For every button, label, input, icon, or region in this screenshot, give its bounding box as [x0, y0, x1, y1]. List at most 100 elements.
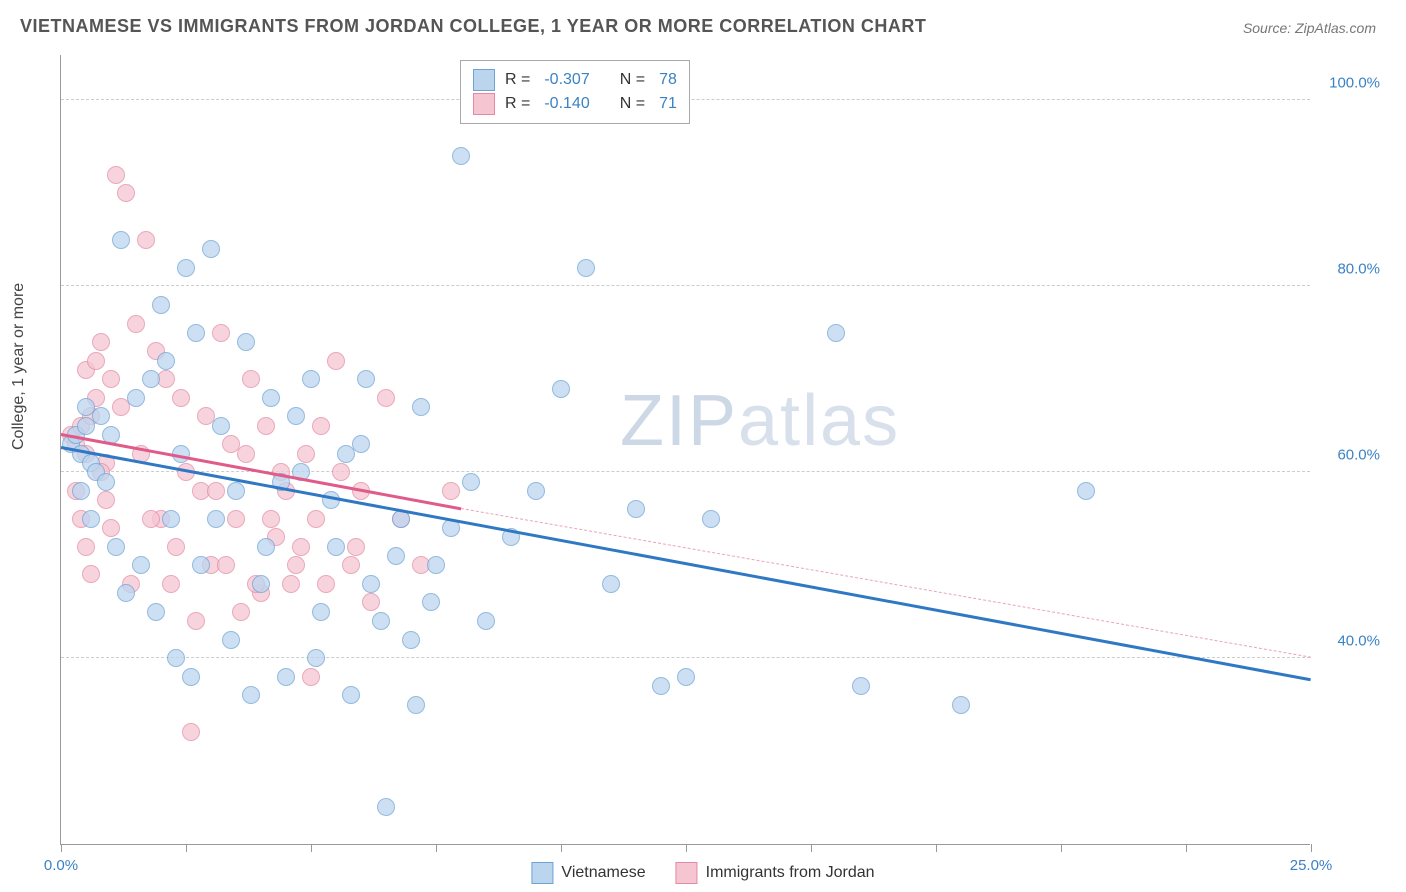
x-tick	[436, 844, 437, 852]
data-point	[132, 556, 150, 574]
trend-line	[461, 508, 1311, 658]
data-point	[302, 370, 320, 388]
data-point	[317, 575, 335, 593]
trend-line	[61, 446, 1312, 681]
correlation-legend: R = -0.307 N = 78 R = -0.140 N = 71	[460, 60, 690, 124]
data-point	[282, 575, 300, 593]
data-point	[827, 324, 845, 342]
data-point	[97, 473, 115, 491]
data-point	[117, 584, 135, 602]
data-point	[297, 445, 315, 463]
data-point	[577, 259, 595, 277]
x-tick	[186, 844, 187, 852]
data-point	[92, 333, 110, 351]
y-tick-label: 80.0%	[1337, 261, 1380, 278]
legend-label-jordan: Immigrants from Jordan	[706, 864, 875, 882]
swatch-jordan	[676, 862, 698, 884]
data-point	[222, 631, 240, 649]
y-tick-label: 60.0%	[1337, 447, 1380, 464]
y-tick-label: 100.0%	[1329, 75, 1380, 92]
data-point	[442, 482, 460, 500]
data-point	[147, 603, 165, 621]
y-axis-label: College, 1 year or more	[10, 283, 28, 450]
data-point	[82, 510, 100, 528]
data-point	[217, 556, 235, 574]
data-point	[182, 668, 200, 686]
swatch-vietnamese	[531, 862, 553, 884]
data-point	[187, 324, 205, 342]
data-point	[172, 389, 190, 407]
legend-row-vietnamese: R = -0.307 N = 78	[473, 69, 677, 91]
data-point	[627, 500, 645, 518]
data-point	[312, 603, 330, 621]
data-point	[237, 333, 255, 351]
data-point	[277, 668, 295, 686]
data-point	[302, 668, 320, 686]
r-label: R =	[505, 71, 530, 89]
data-point	[362, 575, 380, 593]
data-point	[202, 240, 220, 258]
data-point	[287, 556, 305, 574]
data-point	[137, 231, 155, 249]
data-point	[257, 417, 275, 435]
data-point	[402, 631, 420, 649]
data-point	[452, 147, 470, 165]
chart-title: VIETNAMESE VS IMMIGRANTS FROM JORDAN COL…	[20, 16, 926, 37]
data-point	[107, 166, 125, 184]
x-tick	[1186, 844, 1187, 852]
data-point	[187, 612, 205, 630]
data-point	[97, 491, 115, 509]
x-tick	[1061, 844, 1062, 852]
legend-item-vietnamese: Vietnamese	[531, 862, 645, 884]
data-point	[72, 482, 90, 500]
data-point	[262, 389, 280, 407]
data-point	[552, 380, 570, 398]
data-point	[702, 510, 720, 528]
x-tick	[311, 844, 312, 852]
data-point	[342, 686, 360, 704]
r-value-vietnamese: -0.307	[544, 71, 589, 89]
data-point	[77, 538, 95, 556]
data-point	[167, 649, 185, 667]
x-tick	[936, 844, 937, 852]
r-label: R =	[505, 95, 530, 113]
data-point	[127, 389, 145, 407]
data-point	[242, 370, 260, 388]
data-point	[347, 538, 365, 556]
data-point	[162, 510, 180, 528]
data-point	[257, 538, 275, 556]
data-point	[422, 593, 440, 611]
data-point	[462, 473, 480, 491]
data-point	[332, 463, 350, 481]
data-point	[1077, 482, 1095, 500]
gridline	[61, 471, 1310, 472]
data-point	[677, 668, 695, 686]
data-point	[342, 556, 360, 574]
data-point	[177, 259, 195, 277]
swatch-vietnamese	[473, 69, 495, 91]
data-point	[287, 407, 305, 425]
data-point	[82, 565, 100, 583]
data-point	[262, 510, 280, 528]
data-point	[952, 696, 970, 714]
data-point	[337, 445, 355, 463]
data-point	[102, 370, 120, 388]
data-point	[477, 612, 495, 630]
data-point	[242, 686, 260, 704]
data-point	[127, 315, 145, 333]
r-value-jordan: -0.140	[544, 95, 589, 113]
n-value-vietnamese: 78	[659, 71, 677, 89]
source-label: Source: ZipAtlas.com	[1243, 20, 1376, 36]
n-value-jordan: 71	[659, 95, 677, 113]
data-point	[142, 370, 160, 388]
data-point	[602, 575, 620, 593]
data-point	[852, 677, 870, 695]
data-point	[237, 445, 255, 463]
data-point	[102, 519, 120, 537]
data-point	[227, 510, 245, 528]
data-point	[377, 798, 395, 816]
x-tick	[1311, 844, 1312, 852]
data-point	[152, 296, 170, 314]
legend-label-vietnamese: Vietnamese	[561, 864, 645, 882]
data-point	[232, 603, 250, 621]
